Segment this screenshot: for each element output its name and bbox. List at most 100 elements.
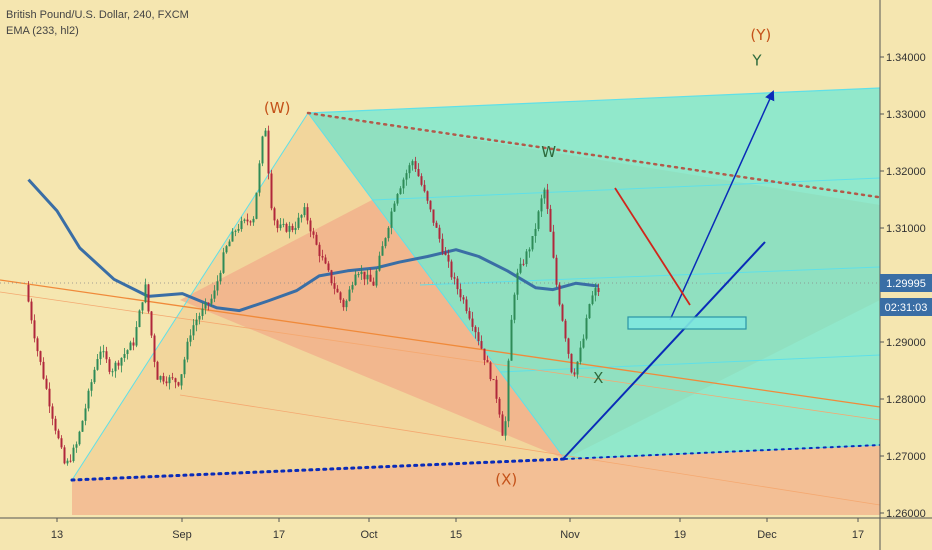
candle-body [315,234,318,245]
candle-body [243,219,246,221]
candle-body [423,184,426,192]
candle-body [474,326,477,333]
candle-body [213,290,216,299]
candle-body [528,249,531,252]
candle-body [582,338,585,348]
candle-body [285,223,288,232]
candle-body [312,231,315,235]
orange-triangle-fill [180,200,565,459]
candle-body [132,342,135,346]
candle-body [87,390,90,409]
candle-body [432,209,435,223]
candle-body [270,173,273,209]
candle-body [480,341,483,349]
x-tick-label: Sep [172,529,192,541]
candle-body [555,257,558,285]
y-tick-label: 1.27000 [886,451,926,463]
candle-body [261,136,264,164]
rising-trend-line [562,241,766,460]
candle-body [252,218,255,223]
wave-label: (W) [264,99,291,117]
candle-body [282,223,285,225]
overlay-drawings [70,90,932,482]
candle-body [66,460,69,464]
candle-body [264,130,267,137]
candle-body [510,319,513,361]
candle-body [246,219,249,222]
candle-body [192,325,195,336]
candle-body [411,161,414,166]
candle-body [240,220,243,230]
candle-body [471,318,474,327]
candle-body [366,274,369,280]
candle-body [477,332,480,342]
candle-body [393,203,396,212]
orange-trend-line-2 [0,291,881,421]
candle-body [228,241,231,247]
candle-body [111,371,114,373]
candle-body [297,217,300,228]
red-falling-line [614,187,691,306]
candle-body [369,274,372,282]
candle-body [276,220,279,229]
candle-body [375,270,378,286]
x-tick-label: 15 [450,529,462,541]
candle-body [348,289,351,301]
candle-body [324,257,327,264]
x-tick-label: Dec [757,529,777,541]
candle-body [399,188,402,195]
candle-body [489,362,492,380]
candle-body [498,398,501,415]
candle-body [450,261,453,278]
candle-body [177,382,180,386]
candle-body [42,361,45,379]
orange-trend-line [0,279,881,408]
candle-body [267,130,270,174]
y-tick-label: 1.33000 [886,109,926,121]
x-tick-label: 19 [674,529,686,541]
x-tick-label: 13 [51,529,63,541]
candle-body [63,447,66,464]
x-tick-label: Oct [360,529,377,541]
candle-body [516,272,519,295]
candle-body [585,318,588,339]
ema-layer [27,178,599,313]
candle-body [237,229,240,231]
wave-label: (X) [495,471,517,489]
candle-body [357,274,360,276]
x-tick-label: Nov [560,529,580,541]
candle-body [345,300,348,308]
candle-body [75,444,78,448]
candle-body [99,351,102,360]
candle-body [117,362,120,366]
candle-body [234,230,237,232]
candle-body [60,438,63,448]
candle-body [462,297,465,300]
y-tick-label: 1.34000 [886,52,926,64]
candle-body [54,418,57,431]
candle-body [387,227,390,239]
candle-body [465,299,468,312]
candle-body [78,431,81,445]
candle-body [171,377,174,379]
teal-mid-line-2 [419,266,881,286]
candle-body [39,351,42,362]
candle-body [36,338,39,352]
candle-body [405,173,408,180]
candle-body [342,299,345,308]
wave-label: (Y) [750,26,771,44]
last-price-tag [880,274,932,292]
indicator-legend: EMA (233, hl2) [6,25,79,37]
wave-label: W [541,143,556,161]
candle-body [321,256,324,258]
candle-body [549,208,552,232]
candle-body [447,254,450,262]
candle-body [222,252,225,273]
candle-body [72,447,75,462]
candle-body [564,320,567,339]
candle-body [468,311,471,319]
candle-body [561,304,564,321]
candle-body [435,222,438,228]
